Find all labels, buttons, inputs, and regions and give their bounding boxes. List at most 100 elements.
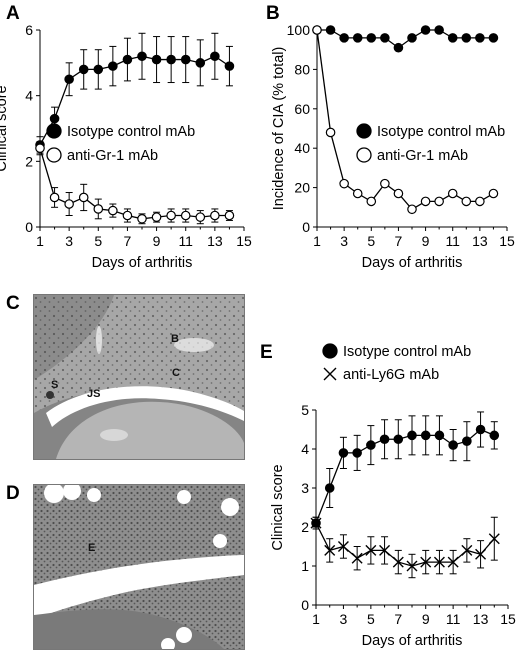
legend-entry-2-marker	[46, 147, 62, 163]
x-tick-label: 7	[394, 611, 402, 627]
series-2-point	[108, 205, 118, 216]
panel-letter-d: D	[6, 483, 20, 504]
series-2-point	[64, 199, 74, 209]
micro-label-js: JS	[87, 388, 101, 400]
series-1-point	[489, 430, 500, 441]
y-tick-label: 1	[301, 558, 309, 574]
y-tick-label: 0	[25, 219, 33, 235]
legend-entry-1-label: Isotype control mAb	[343, 344, 471, 360]
series-1-point	[64, 74, 74, 85]
series-2-point	[122, 210, 133, 221]
series-2-point	[166, 210, 176, 221]
x-tick-label: 1	[312, 611, 320, 627]
series-2-point	[461, 544, 473, 556]
x-axis-label: Days of arthritis	[362, 255, 463, 271]
series-1-point	[195, 58, 206, 68]
micrograph-c-tissue	[34, 295, 244, 459]
x-axis-label: Days of arthritis	[92, 255, 193, 271]
series-2-point	[151, 212, 162, 222]
micrograph-d: E	[33, 484, 245, 650]
series-1-point	[352, 448, 362, 458]
x-tick-label: 9	[153, 233, 161, 249]
series-1-point	[137, 51, 147, 62]
series-1-point	[380, 33, 390, 43]
legend-entry-2-marker	[356, 147, 372, 163]
series-1-point	[379, 434, 390, 445]
series-2-point	[310, 517, 322, 529]
series-2-point	[339, 178, 349, 189]
series-2-point	[365, 544, 377, 556]
series-1-point	[420, 430, 431, 441]
series-1-point	[407, 33, 417, 43]
series-1-point	[93, 64, 104, 75]
x-tick-label: 13	[207, 233, 223, 249]
series-1-point	[210, 51, 220, 62]
legend-entry-1-marker	[46, 123, 62, 139]
series-2-line	[315, 522, 495, 567]
x-tick-label: 5	[367, 611, 375, 627]
x-tick-label: 11	[445, 233, 460, 249]
series-2-point	[434, 196, 444, 207]
series-2-point	[325, 127, 336, 138]
micro-label-c: C	[172, 367, 180, 379]
series-1-point	[78, 64, 89, 75]
series-1-point	[338, 448, 349, 458]
x-tick-label: 13	[472, 233, 488, 249]
series-2-point	[393, 188, 404, 199]
micrograph-d-tissue	[34, 485, 244, 649]
series-2-point	[488, 533, 500, 545]
legend-entry-1-label: Isotype control mAb	[67, 124, 195, 140]
series-1-point	[352, 33, 363, 43]
series-1-point	[166, 54, 176, 65]
y-tick-label: 2	[25, 153, 33, 169]
y-tick-label: 60	[294, 101, 310, 117]
x-tick-label: 5	[94, 233, 102, 249]
series-2-point	[366, 196, 377, 207]
series-1-point	[488, 33, 499, 43]
series-1-point	[108, 61, 118, 71]
series-2-point	[447, 188, 458, 199]
series-2-point	[180, 210, 191, 221]
series-1-point	[122, 54, 133, 65]
series-1-point	[224, 61, 235, 71]
series-1-point	[325, 25, 336, 35]
series-2-point	[380, 178, 390, 189]
series-2-point	[433, 556, 445, 568]
series-2-point	[351, 552, 363, 564]
series-1-point	[366, 440, 376, 450]
series-2-point	[78, 192, 89, 203]
series-2-point	[475, 196, 485, 207]
y-axis-label: Clinical score	[270, 464, 286, 550]
x-tick-label: 7	[124, 233, 132, 249]
x-tick-label: 7	[395, 233, 403, 249]
x-tick-label: 9	[422, 611, 430, 627]
series-2-point	[420, 196, 431, 207]
y-tick-label: 100	[287, 22, 311, 38]
y-axis-label: Clinical score	[0, 85, 10, 171]
series-2-point	[35, 143, 45, 153]
x-tick-label: 15	[500, 611, 516, 627]
series-2-point	[406, 560, 418, 572]
y-tick-label: 6	[25, 22, 33, 38]
series-1-point	[49, 113, 60, 124]
y-tick-label: 4	[25, 88, 33, 104]
series-2-point	[420, 556, 432, 568]
micro-label-e: E	[88, 542, 96, 554]
y-tick-label: 4	[301, 441, 309, 457]
panel-letter-a: A	[6, 3, 20, 24]
series-1-point	[434, 430, 445, 441]
series-2-point	[447, 556, 459, 568]
x-tick-label: 15	[236, 233, 252, 249]
series-2-point	[224, 210, 235, 221]
micro-label-s: S	[51, 379, 59, 391]
series-2-point	[312, 25, 322, 35]
x-tick-label: 3	[65, 233, 73, 249]
legend-entry-2-label: anti-Gr-1 mAb	[67, 148, 158, 164]
series-1-point	[180, 54, 191, 65]
y-tick-label: 20	[294, 180, 310, 196]
x-tick-label: 5	[367, 233, 375, 249]
x-tick-label: 9	[422, 233, 430, 249]
y-tick-label: 5	[301, 402, 309, 418]
